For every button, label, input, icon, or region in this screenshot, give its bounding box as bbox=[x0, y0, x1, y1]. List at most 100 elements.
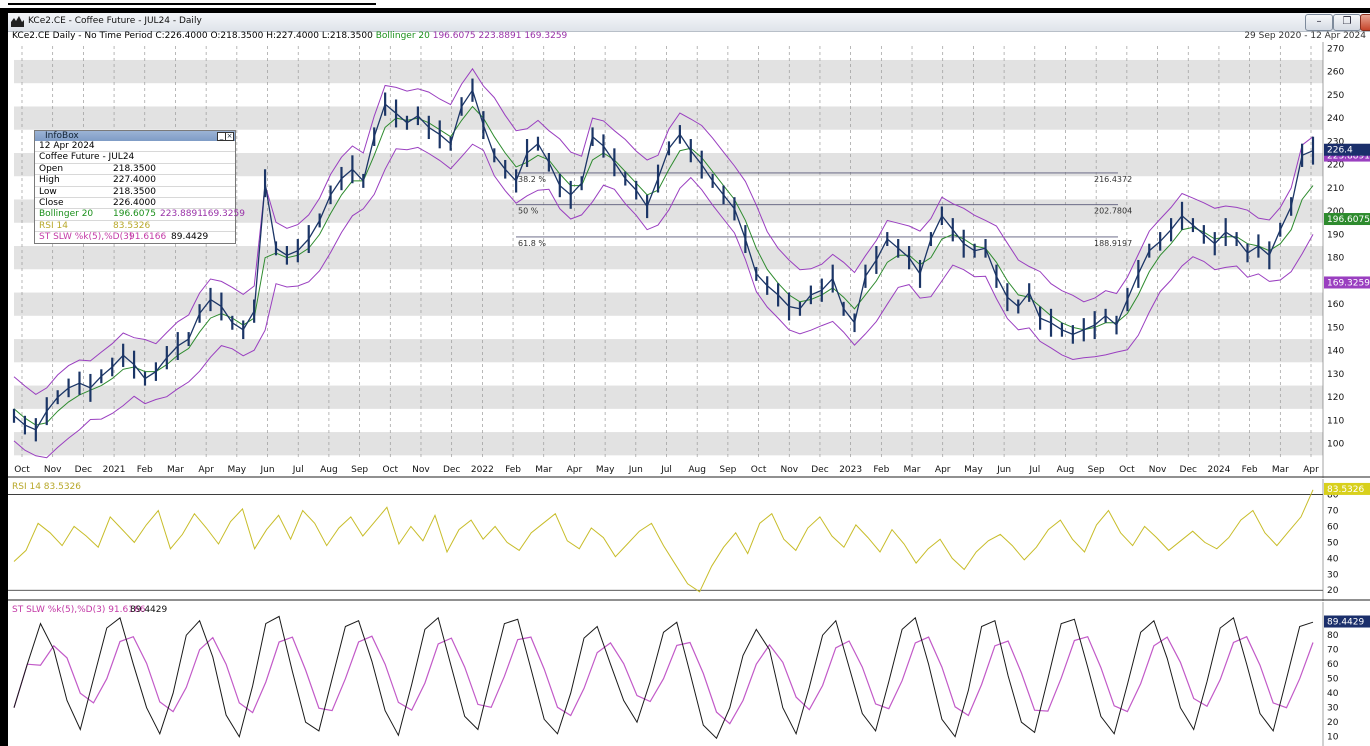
rsi-tick-label: 60 bbox=[1327, 522, 1339, 532]
info-value: 196.6075 bbox=[113, 209, 156, 220]
bb-upper-tag: 223.8891 bbox=[1327, 152, 1370, 162]
x-tick-label: Apr bbox=[567, 465, 583, 475]
y-tick-label: 270 bbox=[1327, 44, 1344, 54]
stoch-d-line bbox=[13, 635, 1314, 725]
x-tick-label: Feb bbox=[505, 465, 521, 475]
y-tick-label: 240 bbox=[1327, 114, 1344, 124]
x-tick-label: Feb bbox=[873, 465, 889, 475]
fib-value: 216.4372 bbox=[1094, 175, 1132, 184]
stoch-tick-label: 40 bbox=[1327, 689, 1339, 699]
bb-lower-tag-bg bbox=[1324, 276, 1370, 289]
window-titlebar[interactable]: KCe2.CE - Coffee Future - JUL24 - Daily … bbox=[8, 13, 1370, 32]
info-row-bollinger: Bollinger 20 196.6075 223.8891 169.3259 bbox=[35, 209, 245, 221]
chart-window: KCe2.CE - Coffee Future - JUL24 - Daily … bbox=[8, 13, 1370, 746]
chart-status-line: KCe2.CE Daily - No Time Period C:226.400… bbox=[8, 31, 1370, 42]
x-tick-label: Jul bbox=[1028, 465, 1040, 475]
fib-value: 202.7804 bbox=[1094, 207, 1132, 216]
fib-label: 50 % bbox=[518, 207, 539, 216]
info-box[interactable]: InfoBox _ × 12 Apr 2024 Coffee Future - … bbox=[34, 130, 245, 244]
x-tick-label: 2022 bbox=[471, 465, 494, 475]
x-tick-label: Apr bbox=[1303, 465, 1319, 475]
stochastic-chart[interactable]: ST SLW %k(5),%D(3) 91.616689.44291020304… bbox=[8, 602, 1370, 746]
info-row-rsi: RSI 14 83.5326 bbox=[35, 221, 235, 233]
x-tick-label: Apr bbox=[198, 465, 214, 475]
x-tick-label: Dec bbox=[1180, 465, 1197, 475]
restore-button[interactable]: ❐ bbox=[1333, 14, 1361, 31]
rsi-panel-label: RSI 14 83.5326 bbox=[12, 482, 81, 492]
last-price-tag: 226.4 bbox=[1327, 146, 1353, 156]
info-value: 223.8891 bbox=[160, 209, 203, 220]
x-tick-label: Dec bbox=[75, 465, 92, 475]
x-tick-label: Mar bbox=[167, 465, 184, 475]
info-label: High bbox=[39, 175, 60, 186]
status-left: KCe2.CE Daily - No Time Period C:226.400… bbox=[12, 31, 567, 42]
top-edge-bar bbox=[8, 3, 376, 5]
bollinger-lower-line bbox=[13, 143, 1314, 459]
info-value: 89.4429 bbox=[171, 232, 209, 243]
x-tick-label: Jun bbox=[259, 465, 274, 475]
x-tick-label: Dec bbox=[443, 465, 460, 475]
y-tick-label: 260 bbox=[1327, 68, 1344, 78]
bb-mid-tag: 196.6075 bbox=[1327, 215, 1370, 225]
stoch-tick-label: 20 bbox=[1327, 718, 1339, 728]
info-box-header[interactable]: InfoBox _ × bbox=[35, 131, 235, 141]
stoch-tick-label: 60 bbox=[1327, 660, 1339, 670]
x-tick-label: Jul bbox=[660, 465, 672, 475]
info-date: 12 Apr 2024 bbox=[35, 141, 235, 153]
y-tick-label: 160 bbox=[1327, 300, 1344, 310]
x-tick-label: Apr bbox=[935, 465, 951, 475]
chart-app-icon bbox=[11, 16, 24, 27]
info-label: ST SLW %k(5),%D(3) bbox=[39, 232, 133, 243]
y-tick-label: 230 bbox=[1327, 137, 1344, 147]
x-tick-label: Aug bbox=[320, 465, 338, 475]
x-tick-label: May bbox=[596, 465, 615, 475]
x-tick-label: Nov bbox=[780, 465, 798, 475]
x-tick-label: Oct bbox=[383, 465, 399, 475]
close-button[interactable]: ✕ bbox=[1360, 14, 1370, 31]
x-tick-label: Oct bbox=[14, 465, 30, 475]
close-price-line bbox=[13, 88, 1314, 431]
bb-mid-tag-bg bbox=[1324, 213, 1370, 226]
rsi-tick-label: 50 bbox=[1327, 538, 1339, 548]
bollinger-upper-line bbox=[13, 67, 1314, 396]
price-chart[interactable]: Oct Nov Dec 2021 Feb Mar Apr May Jun Jul Aug Sep Oct… bbox=[8, 42, 1370, 478]
info-label: Bollinger 20 bbox=[39, 209, 94, 220]
y-tick-label: 180 bbox=[1327, 254, 1344, 264]
x-tick-label: Feb bbox=[137, 465, 153, 475]
x-tick-label: Feb bbox=[1242, 465, 1258, 475]
stoch-k-line bbox=[13, 615, 1314, 740]
y-tick-label: 220 bbox=[1327, 161, 1344, 171]
info-value: 218.3500 bbox=[113, 163, 156, 174]
info-label: Low bbox=[39, 186, 57, 197]
bollinger-label: Bollinger 20 bbox=[375, 31, 430, 41]
stoch-tick-label: 30 bbox=[1327, 704, 1339, 714]
info-value: 226.4000 bbox=[113, 197, 156, 208]
info-row-high: High 227.4000 bbox=[35, 175, 235, 187]
info-box-close-icon[interactable]: × bbox=[225, 132, 234, 141]
y-tick-label: 130 bbox=[1327, 370, 1344, 380]
x-tick-label: Jul bbox=[292, 465, 304, 475]
last-price-tag-bg bbox=[1324, 143, 1370, 156]
x-tick-label: Mar bbox=[535, 465, 552, 475]
info-label: Open bbox=[39, 163, 64, 174]
y-tick-label: 210 bbox=[1327, 184, 1344, 194]
x-tick-label: Oct bbox=[1119, 465, 1135, 475]
price-stripe bbox=[14, 339, 1323, 363]
x-tick-label: Aug bbox=[1057, 465, 1075, 475]
rsi-tick-label: 80 bbox=[1327, 491, 1339, 501]
bollinger-mid-line bbox=[13, 105, 1314, 426]
info-box-title: InfoBox bbox=[45, 131, 79, 141]
x-tick-label: May bbox=[964, 465, 983, 475]
window-title: KCe2.CE - Coffee Future - JUL24 - Daily bbox=[28, 16, 202, 26]
x-tick-label: Sep bbox=[1088, 465, 1105, 475]
info-value: 218.3500 bbox=[113, 186, 156, 197]
x-tick-label: Mar bbox=[1272, 465, 1289, 475]
fib-label: 38.2 % bbox=[518, 175, 546, 184]
price-stripe bbox=[14, 432, 1323, 456]
x-tick-label: Jun bbox=[628, 465, 643, 475]
y-tick-label: 150 bbox=[1327, 323, 1344, 333]
minimize-button[interactable]: – bbox=[1305, 14, 1333, 31]
y-tick-label: 140 bbox=[1327, 347, 1344, 357]
stoch-tick-label: 10 bbox=[1327, 733, 1339, 743]
